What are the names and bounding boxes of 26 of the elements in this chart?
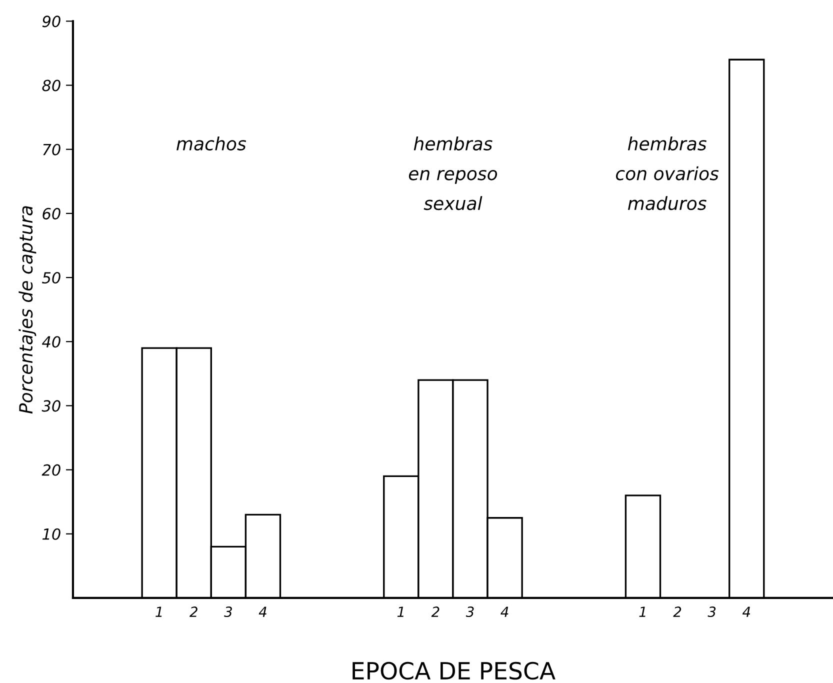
annotation: hembras con ovarios maduros (616, 136, 719, 210)
x-tick-label: 3 (466, 606, 474, 618)
y-tick-label: 70 (43, 144, 60, 156)
x-tick-label: 2 (673, 606, 682, 617)
y-tick-label: 60 (42, 208, 60, 220)
x-tick-label: 4 (742, 606, 750, 617)
x-tick-label: 3 (708, 606, 716, 618)
x-tick-label: 2 (431, 606, 440, 617)
y-tick-label: 20 (42, 464, 60, 476)
x-tick-label: 1 (156, 606, 162, 617)
annotation: machos (176, 136, 246, 151)
x-tick-label: 3 (224, 606, 232, 618)
y-tick-label: 40 (42, 336, 60, 348)
x-tick-label: 4 (258, 606, 266, 617)
y-tick-label: 90 (42, 16, 60, 28)
y-axis-title: Porcentajes de captura (18, 206, 36, 414)
x-tick-label: 4 (500, 606, 508, 617)
y-tick-label: 80 (42, 80, 60, 92)
x-axis-title: EPOCA DE PESCA (352, 662, 556, 680)
y-tick-label: 10 (42, 528, 60, 540)
annotation: hembras en reposo sexual (408, 136, 498, 210)
x-tick-label: 2 (190, 606, 198, 617)
y-tick-label: 50 (42, 272, 60, 284)
x-tick-label: 1 (639, 606, 646, 617)
x-tick-label: 1 (397, 606, 404, 617)
y-tick-label: 30 (42, 400, 60, 412)
